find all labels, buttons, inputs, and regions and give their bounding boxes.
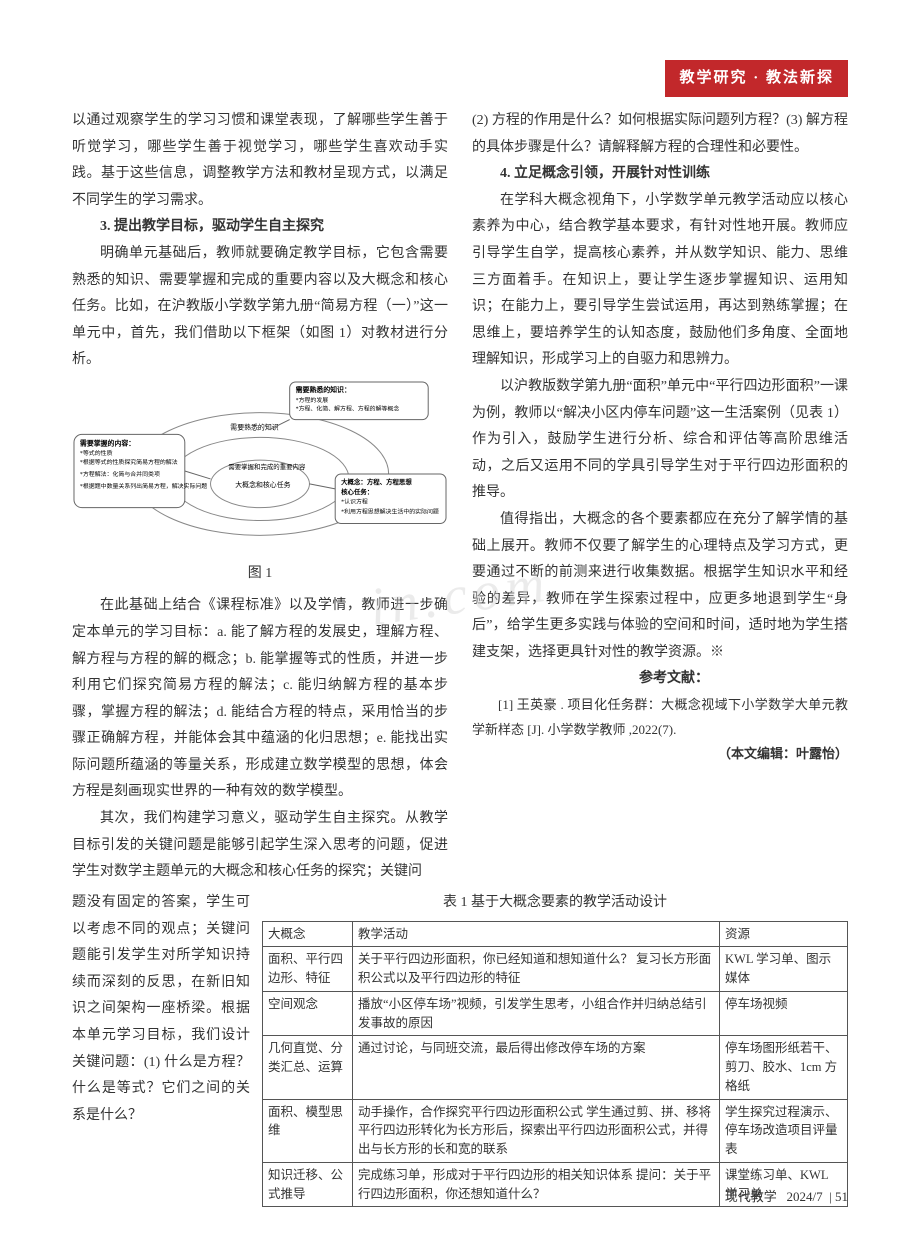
th: 资源	[720, 921, 848, 947]
issue: 2024/7	[787, 1189, 823, 1204]
two-column-body: 以通过观察学生的学习习惯和课堂表现，了解哪些学生善于听觉学习，哪些学生善于视觉学…	[72, 108, 848, 886]
para: 在此基础上结合《课程标准》以及学情，教师进一步确定本单元的学习目标：a. 能了解…	[72, 593, 448, 806]
editor-credit: （本文编辑：叶露怡）	[472, 742, 848, 767]
table-row: 面积、模型思维 动手操作，合作探究平行四边形面积公式 学生通过剪、拼、移将平行四…	[263, 1099, 848, 1162]
th: 教学活动	[353, 921, 720, 947]
svg-text:需要掌握和完成的重要内容: 需要掌握和完成的重要内容	[228, 462, 306, 471]
para: 在学科大概念视角下，小学数学单元教学活动应以核心素养为中心，结合教学基本要求，有…	[472, 188, 848, 374]
table-row: 几何直觉、分类汇总、运算 通过讨论，与同班交流，最后得出修改停车场的方案 停车场…	[263, 1036, 848, 1099]
svg-text:核心任务：: 核心任务：	[341, 487, 373, 496]
page-footer: 现代教学 2024/7 | 51	[725, 1185, 848, 1210]
activity-table: 大概念 教学活动 资源 面积、平行四边形、特征 关于平行四边形面积，你已经知道和…	[262, 921, 848, 1208]
journal-name: 现代教学	[725, 1189, 777, 1204]
para: 明确单元基础后，教师就要确定教学目标，它包含需要熟悉的知识、需要掌握和完成的重要…	[72, 241, 448, 374]
left-column: 以通过观察学生的学习习惯和课堂表现，了解哪些学生善于听觉学习，哪些学生善于视觉学…	[72, 108, 448, 886]
svg-text:*等式的性质: *等式的性质	[80, 449, 113, 457]
svg-text:大概念：方程、方程思想: 大概念：方程、方程思想	[341, 477, 412, 486]
svg-text:*方程、化简、解方程、方程的解等概念: *方程、化简、解方程、方程的解等概念	[296, 405, 400, 413]
reference-item: [1] 王英豪 . 项目化任务群：大概念视域下小学数学大单元教学新样态 [J].…	[472, 693, 848, 742]
table-caption: 表 1 基于大概念要素的教学活动设计	[262, 890, 848, 917]
right-column: (2) 方程的作用是什么？如何根据实际问题列方程？(3) 解方程的具体步骤是什么…	[472, 108, 848, 886]
left-lower-para: 题没有固定的答案，学生可以考虑不同的观点；关键问题能引发学生对所学知识持续而深刻…	[72, 890, 250, 1129]
heading-3: 3. 提出教学目标，驱动学生自主探究	[72, 214, 448, 241]
table-row: 面积、平行四边形、特征 关于平行四边形面积，你已经知道和想知道什么？ 复习长方形…	[263, 947, 848, 992]
para: 以通过观察学生的学习习惯和课堂表现，了解哪些学生善于听觉学习，哪些学生善于视觉学…	[72, 108, 448, 214]
references-heading: 参考文献：	[472, 666, 848, 693]
svg-text:*根据等式的性质探究简易方程的解法: *根据等式的性质探究简易方程的解法	[80, 458, 178, 466]
svg-text:*方程解法：化简与合并同类项: *方程解法：化简与合并同类项	[80, 470, 160, 478]
table-1: 表 1 基于大概念要素的教学活动设计 大概念 教学活动 资源 面积、平行四边形、…	[262, 890, 848, 1207]
para: 值得指出，大概念的各个要素都应在充分了解学情的基础上展开。教师不仅要了解学生的心…	[472, 507, 848, 667]
svg-text:*根据题中数量关系列出简易方程，解决实际问题: *根据题中数量关系列出简易方程，解决实际问题	[80, 482, 207, 490]
para: 以沪教版数学第九册“面积”单元中“平行四边形面积”一课为例，教师以“解决小区内停…	[472, 374, 848, 507]
figure-1: 需要掌握的内容： *等式的性质 *根据等式的性质探究简易方程的解法 *方程解法：…	[72, 380, 448, 587]
th: 大概念	[263, 921, 353, 947]
figure-caption: 图 1	[72, 561, 448, 588]
para: 其次，我们构建学习意义，驱动学生自主探究。从教学目标引发的关键问题是能够引起学生…	[72, 806, 448, 886]
svg-text:需要熟悉的知识: 需要熟悉的知识	[230, 422, 278, 431]
svg-text:大概念和核心任务: 大概念和核心任务	[235, 480, 290, 489]
table-row: 空间观念 播放“小区停车场”视频，引发学生思考，小组合作并归纳总结引发事故的原因…	[263, 991, 848, 1036]
svg-text:*认识方程: *认识方程	[341, 498, 368, 506]
header-badge: 教学研究 · 教法新探	[665, 60, 848, 97]
svg-text:*方程的发展: *方程的发展	[296, 396, 329, 404]
table-header-row: 大概念 教学活动 资源	[263, 921, 848, 947]
page-number: 51	[835, 1189, 848, 1204]
svg-text:需要熟悉的知识：: 需要熟悉的知识：	[296, 385, 351, 394]
diagram-svg: 需要掌握的内容： *等式的性质 *根据等式的性质探究简易方程的解法 *方程解法：…	[72, 380, 448, 548]
svg-text:*利用方程思想解决生活中的实际问题: *利用方程思想解决生活中的实际问题	[341, 508, 439, 516]
para: (2) 方程的作用是什么？如何根据实际问题列方程？(3) 解方程的具体步骤是什么…	[472, 108, 848, 161]
svg-text:需要掌握的内容：: 需要掌握的内容：	[80, 438, 135, 447]
heading-4: 4. 立足概念引领，开展针对性训练	[472, 161, 848, 188]
